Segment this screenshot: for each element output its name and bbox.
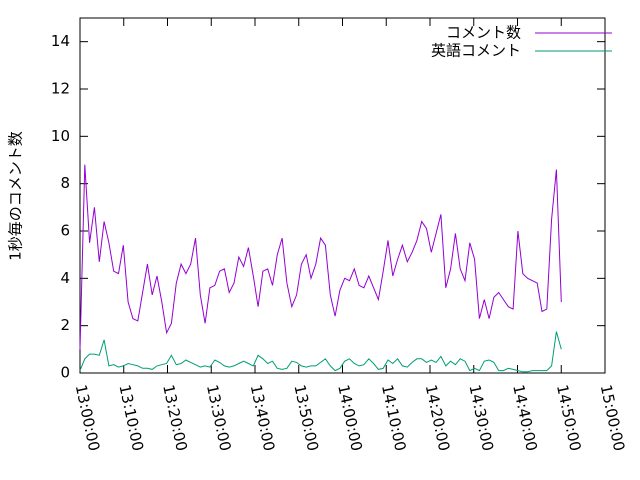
y-tick-label: 4 xyxy=(60,269,70,287)
y-tick-label: 12 xyxy=(51,80,70,98)
y-axis-label: 1秒毎のコメント数 xyxy=(7,131,25,261)
y-tick-label: 0 xyxy=(60,364,70,382)
plot-border xyxy=(79,17,606,374)
line-series xyxy=(79,164,562,350)
y-tick-label: 8 xyxy=(60,174,70,192)
y-tick-label: 14 xyxy=(51,32,70,50)
line-series xyxy=(79,331,562,373)
legend-label: 英語コメント xyxy=(431,42,521,60)
legend-label: コメント数 xyxy=(446,24,521,42)
y-tick-label: 6 xyxy=(60,222,70,240)
y-tick-label: 10 xyxy=(51,127,70,145)
y-tick-label: 2 xyxy=(60,316,70,334)
